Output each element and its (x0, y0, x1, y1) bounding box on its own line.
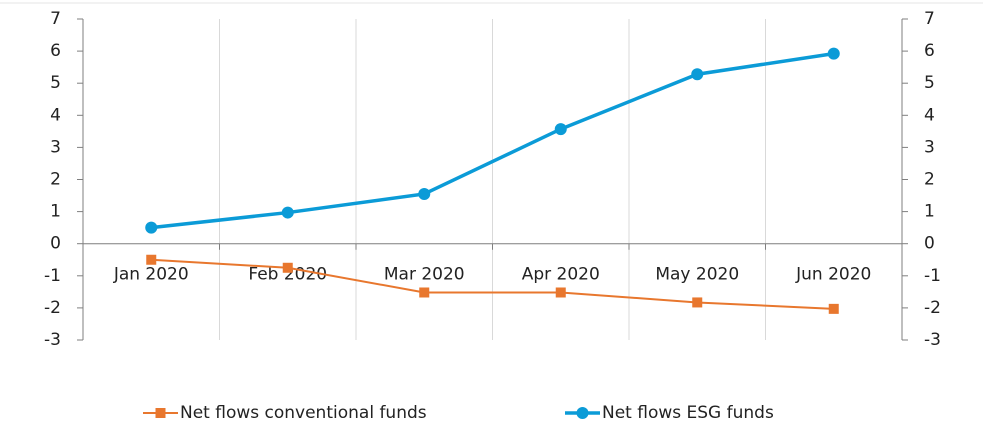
y2-tick-label: 3 (924, 137, 935, 157)
y-tick-label: -3 (44, 330, 61, 350)
data-point (146, 254, 157, 265)
y2-tick-label: 1 (924, 202, 935, 222)
y2-tick-label: 5 (924, 73, 935, 93)
y-tick-label: 7 (50, 9, 61, 29)
data-point (692, 297, 703, 308)
data-point (145, 221, 158, 234)
y-tick-label: 6 (50, 41, 61, 61)
legend-marker (155, 408, 166, 418)
x-tick-label: Jun 2020 (795, 265, 871, 285)
data-point (827, 47, 840, 60)
data-point (282, 262, 293, 273)
series-line (151, 51, 835, 230)
y-tick-label: 0 (50, 234, 61, 254)
y2-tick-label: 0 (924, 234, 935, 254)
legend-label: Net flows conventional funds (180, 403, 427, 423)
y-tick-label: 3 (50, 137, 61, 157)
x-tick-label: Apr 2020 (522, 265, 600, 285)
y2-tick-label: 4 (924, 105, 935, 125)
legend-label: Net flows ESG funds (602, 403, 774, 423)
x-tick-label: Mar 2020 (384, 265, 465, 285)
y-tick-label: 2 (50, 170, 61, 190)
y-tick-label: -2 (44, 298, 61, 318)
data-point (554, 123, 567, 136)
data-point (691, 68, 704, 81)
x-tick-label: Jan 2020 (113, 265, 189, 285)
x-tick-label: May 2020 (655, 265, 739, 285)
x-tick-label: Feb 2020 (248, 265, 327, 285)
y-tick-label: 1 (50, 202, 61, 222)
legend-marker (576, 407, 589, 419)
data-point (828, 303, 839, 314)
data-point (418, 187, 431, 200)
y-tick-label: 4 (50, 105, 61, 125)
data-point (555, 287, 566, 298)
y-tick-label: 5 (50, 73, 61, 93)
y-tick-label: -1 (44, 266, 61, 286)
data-point (281, 206, 294, 219)
data-point (419, 287, 430, 298)
series-line (151, 258, 834, 310)
y2-tick-label: 2 (924, 170, 935, 190)
y2-tick-label: -2 (924, 298, 941, 318)
y2-tick-label: -1 (924, 266, 941, 286)
y2-tick-label: -3 (924, 330, 941, 350)
y2-tick-label: 7 (924, 9, 935, 29)
y2-tick-label: 6 (924, 41, 935, 61)
